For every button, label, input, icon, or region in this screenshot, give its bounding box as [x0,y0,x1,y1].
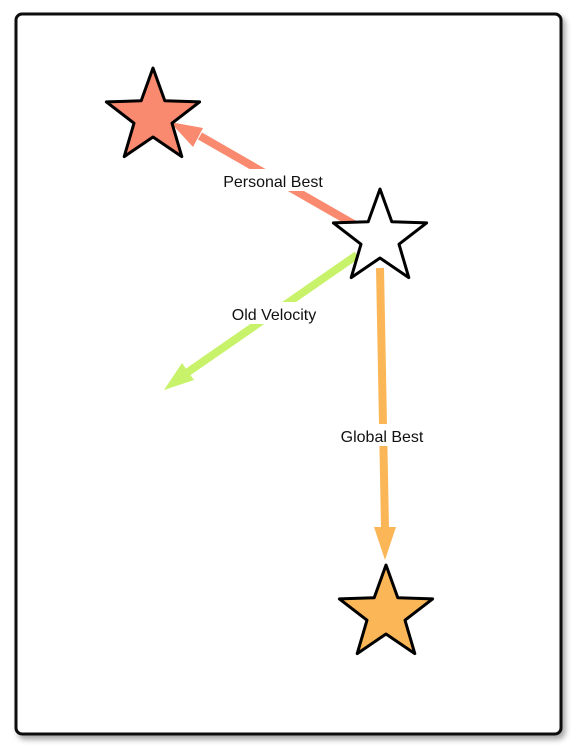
personal-best-star-icon [104,66,202,159]
personal-best-label: Personal Best [223,174,323,191]
old-velocity-label: Old Velocity [232,307,316,324]
current-position-star-icon [331,187,429,280]
personal-best-label-bg [212,169,334,191]
diagram-frame [14,12,563,736]
global-best-star-icon [337,563,435,656]
global-best-label-bg [330,424,434,446]
global-best-arrow [374,267,396,560]
global-best-label: Global Best [341,429,424,446]
old-velocity-label-bg [222,302,326,324]
